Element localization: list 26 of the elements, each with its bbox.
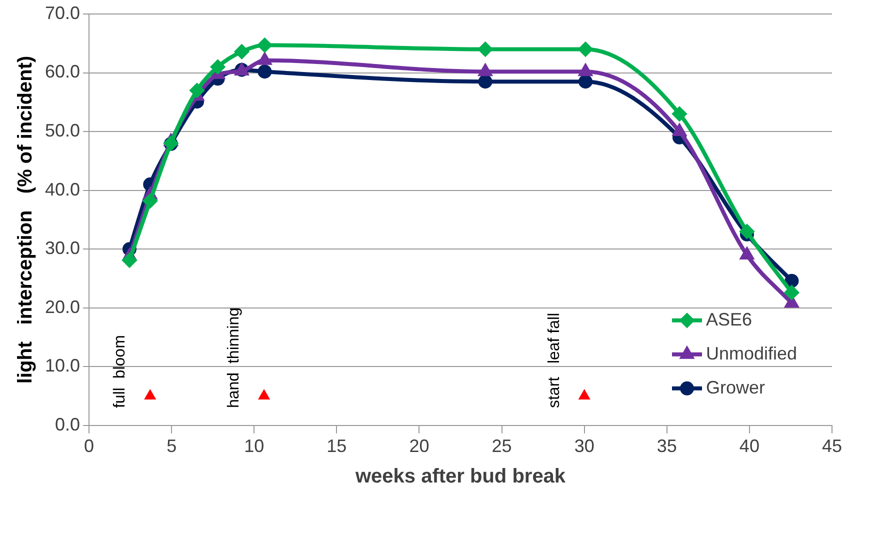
x-tick-label: 30 bbox=[574, 436, 594, 456]
x-tick-label: 40 bbox=[739, 436, 760, 456]
x-tick-label: 45 bbox=[822, 436, 842, 456]
x-tick-label: 0 bbox=[84, 436, 94, 456]
x-tick-label: 35 bbox=[656, 436, 677, 456]
y-tick-label: 40.0 bbox=[44, 179, 80, 200]
x-tick-label: 5 bbox=[166, 436, 177, 456]
y-tick-label: 20.0 bbox=[44, 296, 80, 317]
annotation: start leaf fall bbox=[546, 312, 563, 408]
x-axis-title: weeks after bud break bbox=[354, 466, 566, 488]
y-tick-label: 50.0 bbox=[44, 120, 80, 141]
legend-label: ASE6 bbox=[706, 309, 752, 330]
legend-label: Grower bbox=[706, 377, 766, 398]
x-tick-label: 20 bbox=[409, 436, 430, 456]
x-tick-label: 25 bbox=[492, 436, 512, 456]
annotation: full bloom bbox=[112, 335, 129, 408]
y-tick-label: 10.0 bbox=[44, 356, 80, 376]
y-tick-label: 0.0 bbox=[55, 414, 80, 434]
x-tick-label: 10 bbox=[244, 436, 264, 456]
y-tick-label: 30.0 bbox=[44, 238, 80, 258]
legend-label: Unmodified bbox=[706, 343, 798, 364]
y-tick-label: 70.0 bbox=[44, 2, 80, 23]
annotation: hand thinning bbox=[225, 307, 242, 408]
x-tick-label: 15 bbox=[326, 436, 347, 456]
y-axis-title: light interception (% of incident) bbox=[14, 56, 37, 384]
y-tick-label: 60.0 bbox=[44, 62, 80, 82]
